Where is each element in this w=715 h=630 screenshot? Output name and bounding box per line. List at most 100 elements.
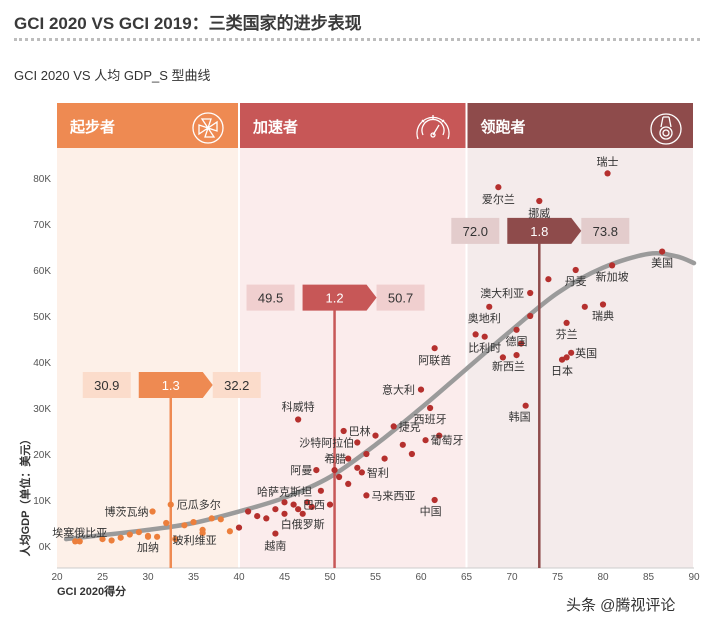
- data-point: [108, 537, 115, 544]
- data-point: [390, 423, 397, 430]
- data-point: [436, 432, 443, 439]
- point-label: 德国: [506, 334, 528, 348]
- point-label: 丹麦: [565, 275, 587, 288]
- point-label: 巴林: [349, 424, 371, 438]
- point-label: 沙特阿拉伯: [299, 436, 354, 450]
- gci-change-value: 1.8: [530, 224, 548, 239]
- data-point: [604, 170, 611, 177]
- stage-label-1: 起步者: [69, 118, 115, 136]
- y-tick-label: 20K: [33, 450, 51, 461]
- point-label: 智利: [367, 465, 389, 479]
- data-point: [599, 301, 607, 308]
- point-label: 博茨瓦纳: [105, 505, 149, 519]
- point-label: 玻利维亚: [173, 534, 217, 547]
- point-label: 阿曼: [290, 464, 312, 477]
- y-tick-label: 40K: [33, 358, 51, 369]
- data-point: [144, 533, 152, 540]
- point-label: 奥地利: [468, 311, 501, 325]
- stage-header-1: [57, 103, 238, 148]
- y-tick-label: 70K: [33, 220, 51, 231]
- data-point: [172, 536, 179, 543]
- watermark: 头条 @腾视评论: [566, 597, 676, 614]
- point-label: 爱尔兰: [482, 193, 515, 206]
- data-point: [563, 319, 570, 326]
- data-point: [499, 354, 506, 361]
- gci-2020-value: 73.8: [593, 224, 618, 239]
- data-point: [381, 455, 388, 462]
- point-label: 越南: [264, 539, 286, 553]
- data-point: [199, 526, 206, 534]
- data-point: [572, 266, 579, 274]
- data-point: [522, 402, 529, 409]
- data-point: [558, 356, 566, 363]
- gci-2020-value: 50.7: [388, 291, 413, 306]
- point-label: 捷克: [399, 419, 421, 433]
- point-label: 新加坡: [596, 269, 629, 283]
- data-point: [422, 437, 429, 444]
- point-label: 挪威: [528, 206, 550, 220]
- data-point: [299, 510, 306, 517]
- x-tick-label: 25: [97, 572, 109, 583]
- point-label: 西班牙: [414, 413, 447, 426]
- data-point: [326, 501, 334, 508]
- data-point: [527, 312, 534, 320]
- change-arrow-3: [507, 217, 582, 244]
- data-point: [340, 427, 347, 435]
- data-point: [345, 480, 352, 487]
- stage-bands: [57, 148, 693, 568]
- data-point: [609, 262, 616, 269]
- y-tick-label: 60K: [33, 266, 51, 277]
- data-point: [545, 276, 552, 283]
- data-point: [245, 508, 252, 515]
- data-point: [149, 508, 156, 515]
- data-point: [167, 501, 174, 508]
- data-point: [181, 522, 188, 529]
- data-point: [308, 503, 315, 510]
- x-tick-label: 45: [279, 572, 291, 583]
- data-point: [99, 536, 106, 543]
- x-tick-label: 85: [643, 572, 655, 583]
- medal-icon: [650, 113, 682, 145]
- gci-2019-value: 30.9: [94, 378, 119, 393]
- stage-band-1: [57, 148, 238, 568]
- y-tick-label: 50K: [33, 312, 51, 323]
- data-point: [117, 534, 124, 541]
- change-arrow-2: [302, 284, 377, 311]
- data-point: [513, 326, 520, 333]
- point-label: 英国: [575, 346, 597, 360]
- y-tick-label: 80K: [33, 174, 51, 185]
- data-point: [313, 467, 320, 474]
- data-point: [659, 248, 666, 255]
- data-point: [363, 450, 370, 458]
- point-label: 巴西: [303, 500, 325, 512]
- data-point: [486, 303, 493, 310]
- gci-2019-box-2: [246, 284, 295, 311]
- data-point: [254, 513, 261, 520]
- data-point: [281, 510, 288, 517]
- x-axis-title: GCI 2020得分: [57, 584, 126, 598]
- data-point: [295, 416, 302, 423]
- point-label: 瑞典: [592, 309, 614, 323]
- speedometer-icon: [416, 115, 450, 140]
- x-tick-label: 65: [461, 572, 473, 583]
- data-point: [431, 345, 438, 352]
- data-point: [358, 469, 365, 476]
- data-point: [472, 331, 479, 338]
- stage-markers: 30.9 1.3 32.2 49.5 1.2 50.7 72.0 1.8 73.8: [82, 217, 630, 568]
- data-point: [513, 352, 520, 359]
- data-points: [72, 170, 666, 545]
- data-point: [399, 441, 406, 448]
- data-point: [518, 340, 525, 347]
- data-point: [272, 530, 279, 537]
- data-point: [72, 538, 79, 545]
- title-divider: [14, 38, 700, 41]
- point-label: 新西兰: [492, 359, 525, 373]
- data-point: [226, 528, 233, 535]
- chart-subtitle: GCI 2020 VS 人均 GDP_S 型曲线: [14, 68, 211, 83]
- data-point: [190, 518, 197, 526]
- y-tick-label: 0K: [39, 542, 52, 553]
- point-label: 澳大利亚: [480, 286, 524, 300]
- gci-change-value: 1.2: [326, 291, 344, 306]
- data-point: [76, 538, 83, 545]
